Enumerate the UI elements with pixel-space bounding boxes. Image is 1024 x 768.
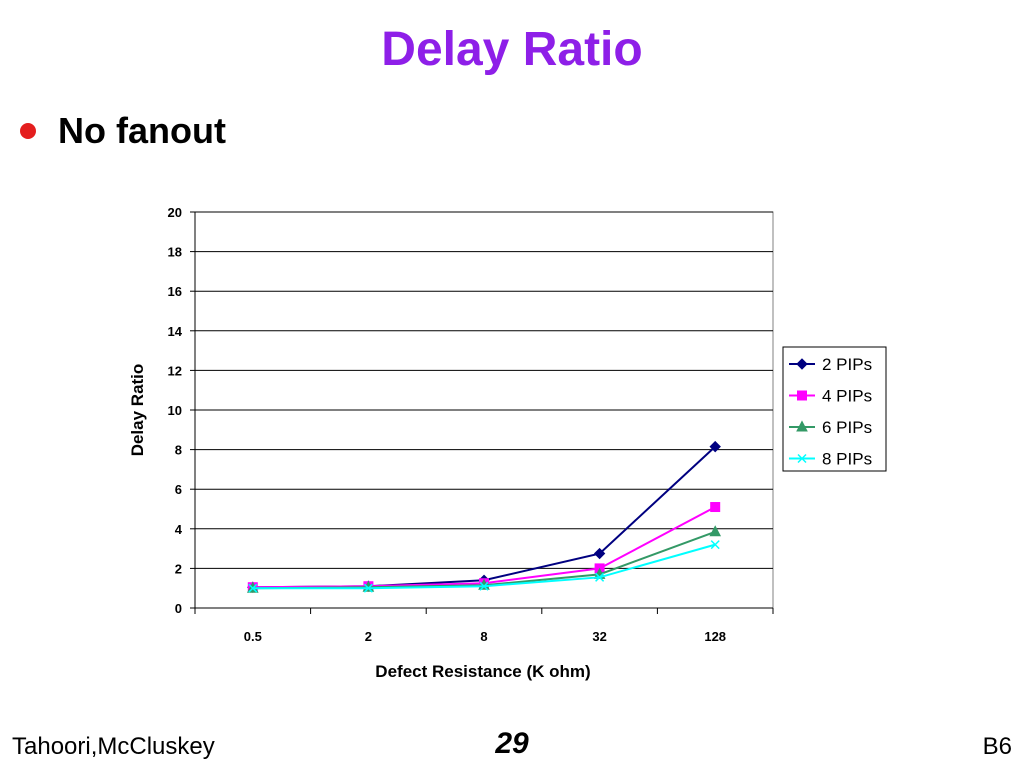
data-point: [593, 547, 606, 560]
data-point: [710, 502, 721, 513]
y-tick-label: 6: [175, 482, 182, 497]
legend-item: 6 PIPs: [789, 418, 872, 437]
slide-title: Delay Ratio: [381, 23, 643, 76]
x-marker-stroke: [595, 572, 605, 582]
x-marker-stroke: [479, 581, 489, 591]
legend-label: 6 PIPs: [822, 418, 872, 437]
legend-marker: [797, 453, 807, 464]
series-8-pips: [248, 540, 720, 593]
y-tick-label: 14: [168, 324, 183, 339]
y-tick-label: 16: [168, 284, 182, 299]
page-number: 29: [495, 727, 529, 760]
legend-item: 4 PIPs: [789, 387, 872, 406]
footer-slide-code: B6: [982, 733, 1012, 760]
x-marker-stroke: [363, 583, 373, 593]
data-point: [363, 583, 373, 593]
legend-marker: [796, 420, 808, 432]
x-tick-label: 128: [704, 629, 726, 644]
data-point: [248, 583, 258, 593]
legend-label: 2 PIPs: [822, 355, 872, 374]
y-tick-label: 18: [168, 245, 182, 260]
legend: 2 PIPs 4 PIPs 6 PIPs 8 PIPs: [782, 346, 887, 472]
y-tick-label: 0: [175, 601, 182, 616]
x-axis-title: Defect Resistance (K ohm): [375, 662, 590, 681]
y-tick-label: 10: [168, 403, 182, 418]
data-point: [709, 525, 722, 537]
x-tick-label: 2: [365, 629, 372, 644]
x-marker-stroke: [797, 453, 807, 464]
legend-marker: [796, 358, 808, 370]
legend-item: 2 PIPs: [789, 355, 872, 374]
legend-label: 8 PIPs: [822, 450, 872, 469]
x-marker-stroke: [248, 583, 258, 593]
data-point: [710, 540, 720, 550]
footer-authors: Tahoori,McCluskey: [12, 733, 215, 760]
data-point: [709, 440, 721, 453]
y-tick-label: 4: [175, 522, 183, 537]
x-tick-label: 8: [480, 629, 487, 644]
y-axis-title: Delay Ratio: [128, 364, 147, 457]
legend-item: 8 PIPs: [789, 450, 872, 469]
y-tick-label: 12: [168, 363, 182, 378]
x-tick-label: 32: [592, 629, 606, 644]
data-point: [595, 572, 605, 582]
y-tick-label: 8: [175, 443, 182, 458]
bullet-dot-icon: [20, 123, 36, 139]
bullet-text: No fanout: [58, 110, 226, 151]
x-marker-stroke: [710, 540, 720, 550]
bullet-item: No fanout: [20, 110, 226, 152]
y-tick-label: 2: [175, 561, 182, 576]
y-tick-label: 20: [168, 205, 182, 220]
x-tick-label: 0.5: [244, 629, 262, 644]
data-point: [479, 581, 489, 591]
legend-label: 4 PIPs: [822, 387, 872, 406]
legend-marker: [797, 390, 807, 401]
